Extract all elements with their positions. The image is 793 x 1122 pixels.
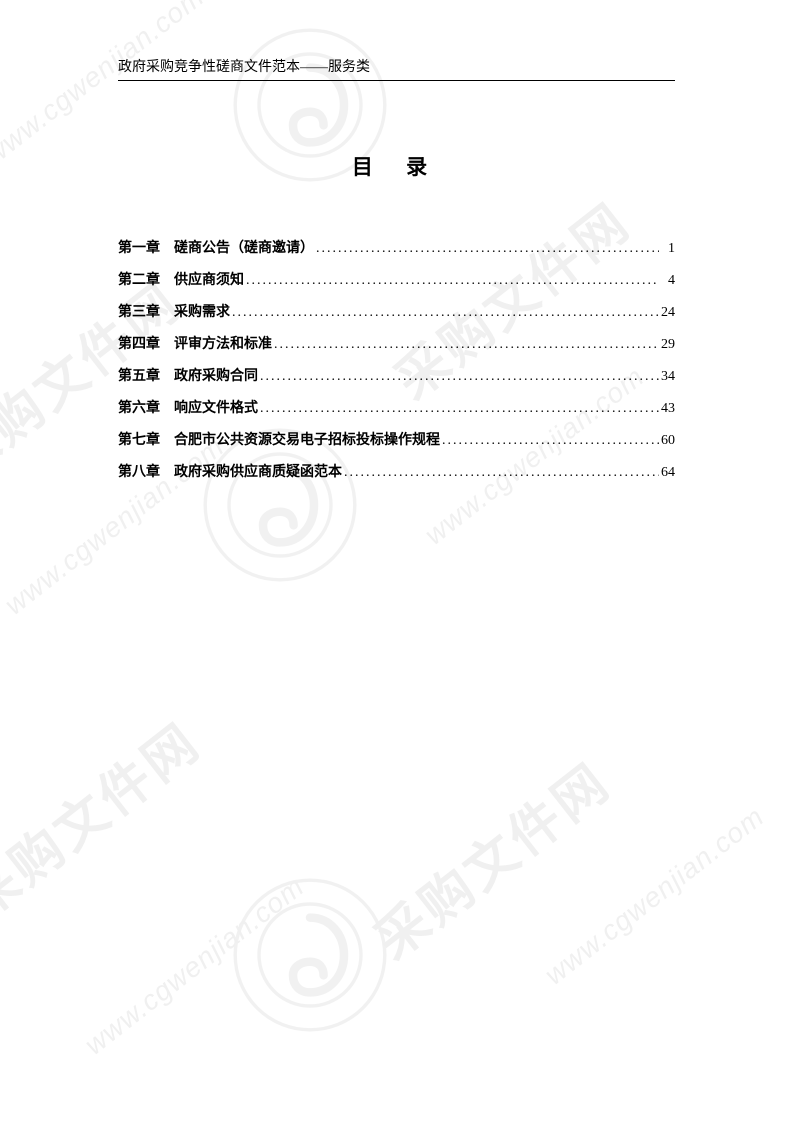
toc-chapter: 第二章: [118, 269, 160, 289]
toc-text: 磋商公告（磋商邀请）: [174, 237, 314, 257]
toc-text: 政府采购供应商质疑函范本: [174, 461, 342, 481]
toc-leader: [314, 241, 659, 257]
watermark-logo: [225, 870, 395, 1040]
toc-chapter: 第一章: [118, 237, 160, 257]
toc-page: 29: [659, 337, 675, 353]
toc-leader: [342, 465, 659, 481]
toc-page: 64: [659, 465, 675, 481]
toc-chapter: 第七章: [118, 429, 160, 449]
toc-leader: [230, 305, 659, 321]
toc-entry: 第五章 政府采购合同 34: [118, 365, 675, 385]
toc-entry: 第七章 合肥市公共资源交易电子招标投标操作规程 60: [118, 429, 675, 449]
toc-leader: [244, 273, 659, 289]
toc-entry: 第六章 响应文件格式 43: [118, 397, 675, 417]
toc-chapter: 第八章: [118, 461, 160, 481]
watermark-cn: 采购文件网: [0, 702, 213, 933]
toc-page: 1: [659, 241, 675, 257]
toc-page: 34: [659, 369, 675, 385]
toc-leader: [258, 401, 659, 417]
toc-leader: [258, 369, 659, 385]
toc-entry: 第一章 磋商公告（磋商邀请） 1: [118, 237, 675, 257]
toc-page: 60: [659, 433, 675, 449]
toc-page: 43: [659, 401, 675, 417]
watermark-cn: 采购文件网: [357, 742, 624, 973]
toc-chapter: 第三章: [118, 301, 160, 321]
toc-text: 采购需求: [174, 301, 230, 321]
watermark-url: www.cgwenjian.com: [539, 801, 771, 992]
toc-chapter: 第五章: [118, 365, 160, 385]
toc-page: 4: [659, 273, 675, 289]
toc-entry: 第二章 供应商须知 4: [118, 269, 675, 289]
toc-entry: 第三章 采购需求 24: [118, 301, 675, 321]
toc-page: 24: [659, 305, 675, 321]
toc-text: 供应商须知: [174, 269, 244, 289]
toc-entry: 第八章 政府采购供应商质疑函范本 64: [118, 461, 675, 481]
page-header: 政府采购竞争性磋商文件范本——服务类: [118, 56, 675, 81]
toc-text: 评审方法和标准: [174, 333, 272, 353]
page-content: 政府采购竞争性磋商文件范本——服务类 目 录 第一章 磋商公告（磋商邀请） 1 …: [0, 0, 793, 553]
toc-chapter: 第四章: [118, 333, 160, 353]
toc-chapter: 第六章: [118, 397, 160, 417]
toc-entry: 第四章 评审方法和标准 29: [118, 333, 675, 353]
toc-text: 响应文件格式: [174, 397, 258, 417]
toc-text: 政府采购合同: [174, 365, 258, 385]
watermark-url: www.cgwenjian.com: [79, 871, 311, 1062]
toc-leader: [272, 337, 659, 353]
toc-title: 目 录: [118, 151, 675, 181]
toc-leader: [440, 433, 659, 449]
toc-text: 合肥市公共资源交易电子招标投标操作规程: [174, 429, 440, 449]
